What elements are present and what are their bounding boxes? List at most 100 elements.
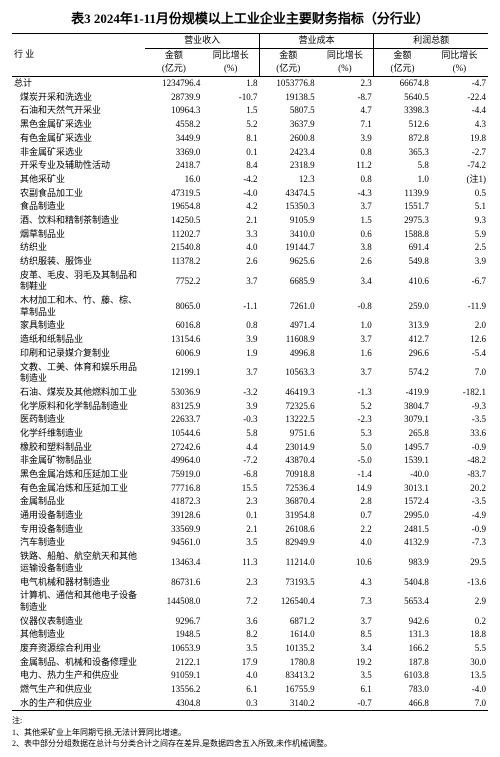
cell-value: 3.9 [202,333,259,347]
cell-value: 131.3 [374,628,431,642]
cell-value: -2.7 [431,146,488,160]
cell-value: 33569.9 [145,523,202,537]
table-row-total: 总计1234796.41.81053776.82.366674.8-4.7 [12,77,488,91]
cell-value: 10964.3 [145,104,202,118]
cell-value: 3.7 [317,615,374,629]
cell-value: 5640.5 [374,91,431,105]
cell-value: 4.0 [202,669,259,683]
table-row: 有色金属矿采选业3449.98.12600.83.9872.819.8 [12,132,488,146]
cell-value: -1.4 [317,468,374,482]
cell-value: 1.5 [202,104,259,118]
cell-value: 7.1 [317,118,374,132]
cell-value: -4.3 [317,187,374,201]
cell-value: 39128.6 [145,509,202,523]
table-row: 金属制品业41872.32.336870.42.81572.4-3.5 [12,495,488,509]
industry-name: 开采专业及辅助性活动 [12,159,145,173]
table-title: 表3 2024年1-11月份规模以上工业企业主要财务指标（分行业） [12,8,488,27]
cell-value: -74.2 [431,159,488,173]
cell-value: 19.2 [317,656,374,670]
table-row: 电力、热力生产和供应业91059.14.083413.23.56103.813.… [12,669,488,683]
cell-value: 1.8 [202,77,259,91]
table-row: 汽车制造业94561.03.582949.94.04132.9-7.3 [12,536,488,550]
cell-value: 2.6 [202,255,259,269]
cell-value: 3140.2 [260,697,317,711]
table-row: 废弃资源综合利用业10653.93.510135.23.4166.25.5 [12,642,488,656]
cell-value: 412.7 [374,333,431,347]
cell-value: 83413.2 [260,669,317,683]
cell-value: 12.3 [260,173,317,187]
cell-value: 8.5 [317,628,374,642]
cell-value: -8.7 [317,91,374,105]
table-row: 仪器仪表制造业9296.73.66871.23.7942.60.2 [12,615,488,629]
cell-value: -48.2 [431,454,488,468]
cell-value: -5.0 [317,454,374,468]
industry-name: 化学纤维制造业 [12,427,145,441]
cell-value: 7.2 [202,589,259,614]
cell-value: 13556.2 [145,683,202,697]
cell-value: 41872.3 [145,495,202,509]
table-row: 专用设备制造业33569.92.126108.62.22481.5-0.9 [12,523,488,537]
header-growth: 同比增长 [431,48,488,62]
cell-value: 2423.4 [260,146,317,160]
industry-name: 有色金属冶炼和压延加工业 [12,482,145,496]
cell-value: 11608.9 [260,333,317,347]
industry-name: 水的生产和供应业 [12,697,145,711]
cell-value: 19138.5 [260,91,317,105]
industry-name: 金属制品、机械和设备修理业 [12,656,145,670]
cell-value: -2.3 [317,413,374,427]
cell-value: 3369.0 [145,146,202,160]
cell-value: 2.9 [431,589,488,614]
table-row: 电气机械和器材制造业86731.62.373193.54.35404.8-13.… [12,576,488,590]
table-row: 非金属矿物制品业49964.0-7.243870.4-5.01539.1-48.… [12,454,488,468]
cell-value: 7.3 [317,589,374,614]
cell-value: 512.6 [374,118,431,132]
cell-value: 3.6 [202,615,259,629]
cell-value: 3804.7 [374,400,431,414]
cell-value: 2.3 [202,495,259,509]
table-row: 非金属矿采选业3369.00.12423.40.8365.3-2.7 [12,146,488,160]
cell-value: 4.4 [202,441,259,455]
cell-value: -5.4 [431,347,488,361]
industry-name: 其他制造业 [12,628,145,642]
cell-value: -0.8 [317,294,374,319]
industry-name: 电气机械和器材制造业 [12,576,145,590]
header-amount: 金额 [145,48,202,62]
cell-value: -3.2 [202,386,259,400]
industry-name: 纺织业 [12,241,145,255]
cell-value: 46419.3 [260,386,317,400]
table-row: 纺织服装、服饰业11378.22.69625.62.6549.83.9 [12,255,488,269]
industry-name: 橡胶和塑料制品业 [12,441,145,455]
cell-value: 11214.0 [260,550,317,575]
cell-value: 66674.8 [374,77,431,91]
footnotes: 注: 1、其他采矿业上年同期亏损,无法计算同比增速。 2、表中部分分组数据在总计… [12,715,488,749]
cell-value: 5.5 [431,642,488,656]
industry-name: 家具制造业 [12,319,145,333]
cell-value: 0.2 [431,615,488,629]
cell-value: 11.2 [317,159,374,173]
cell-value: 3.9 [317,132,374,146]
cell-value: 2.1 [202,214,259,228]
cell-value: -4.0 [202,187,259,201]
industry-name: 烟草制品业 [12,228,145,242]
cell-value: -13.6 [431,576,488,590]
cell-value: 3.7 [317,333,374,347]
cell-value: 73193.5 [260,576,317,590]
table-row: 石油和天然气开采业10964.31.55807.54.73398.3-4.4 [12,104,488,118]
table-row: 煤炭开采和洗选业28739.9-10.719138.5-8.75640.5-22… [12,91,488,105]
cell-value: 49964.0 [145,454,202,468]
table-row: 通用设备制造业39128.60.131954.80.72995.0-4.9 [12,509,488,523]
cell-value: 1588.8 [374,228,431,242]
cell-value: 3.7 [202,361,259,386]
cell-value: 7.0 [431,361,488,386]
table-row: 石油、煤炭及其他燃料加工业53036.9-3.246419.3-1.3-419.… [12,386,488,400]
table-row: 金属制品、机械和设备修理业2122.117.91780.819.2187.830… [12,656,488,670]
cell-value: -0.9 [431,523,488,537]
table-row: 其他采矿业16.0-4.212.30.81.0(注1) [12,173,488,187]
cell-value: 19144.7 [260,241,317,255]
cell-value: 872.8 [374,132,431,146]
cell-value: 549.8 [374,255,431,269]
industry-name: 其他采矿业 [12,173,145,187]
cell-value: 10544.6 [145,427,202,441]
table-row: 黑色金属矿采选业4558.25.23637.97.1512.64.3 [12,118,488,132]
cell-value: 0.6 [317,228,374,242]
